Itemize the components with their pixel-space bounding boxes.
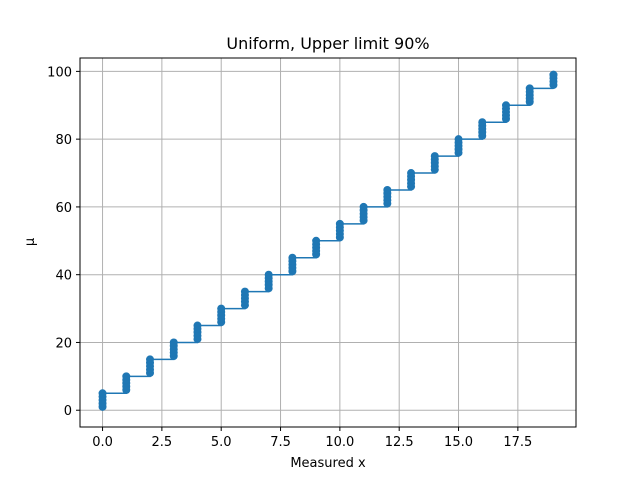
data-point xyxy=(335,219,344,228)
plot-series xyxy=(98,70,558,411)
data-point xyxy=(288,253,297,262)
x-tick-label: 7.5 xyxy=(270,435,291,450)
y-tick-label: 0 xyxy=(64,404,72,419)
data-point xyxy=(169,338,178,347)
data-point xyxy=(146,355,155,364)
x-tick-label: 15.0 xyxy=(444,435,473,450)
data-point xyxy=(430,152,439,161)
data-point xyxy=(549,70,558,79)
x-tick-label: 12.5 xyxy=(385,435,414,450)
data-point xyxy=(98,389,107,398)
y-tick-label: 60 xyxy=(55,201,72,216)
data-point xyxy=(122,372,131,381)
data-point xyxy=(264,270,273,279)
data-point xyxy=(501,101,510,110)
y-axis-label: μ xyxy=(23,238,38,246)
y-tick-label: 100 xyxy=(47,65,72,80)
chart-title: Uniform, Upper limit 90% xyxy=(226,34,429,53)
data-point xyxy=(407,169,416,178)
data-point xyxy=(217,304,226,313)
data-point xyxy=(525,84,534,93)
grid xyxy=(80,58,576,427)
y-axis: 0 20 40 60 80 100 xyxy=(47,65,80,419)
data-point xyxy=(359,202,368,211)
x-tick-label: 5.0 xyxy=(211,435,232,450)
x-axis-label: Measured x xyxy=(290,456,366,471)
data-point xyxy=(193,321,202,330)
x-tick-label: 10.0 xyxy=(325,435,354,450)
data-point xyxy=(383,185,392,194)
y-tick-label: 20 xyxy=(55,336,72,351)
x-tick-label: 17.5 xyxy=(503,435,532,450)
plot-frame xyxy=(79,57,577,428)
y-tick-label: 40 xyxy=(55,269,72,284)
x-tick-label: 0.0 xyxy=(92,435,113,450)
x-tick-label: 2.5 xyxy=(152,435,173,450)
data-point xyxy=(312,236,321,245)
x-axis: 0.0 2.5 5.0 7.5 10.0 12.5 15.0 17.5 xyxy=(92,427,532,450)
data-point xyxy=(478,118,487,127)
y-tick-label: 80 xyxy=(55,133,72,148)
data-point xyxy=(240,287,249,296)
data-point xyxy=(454,135,463,144)
